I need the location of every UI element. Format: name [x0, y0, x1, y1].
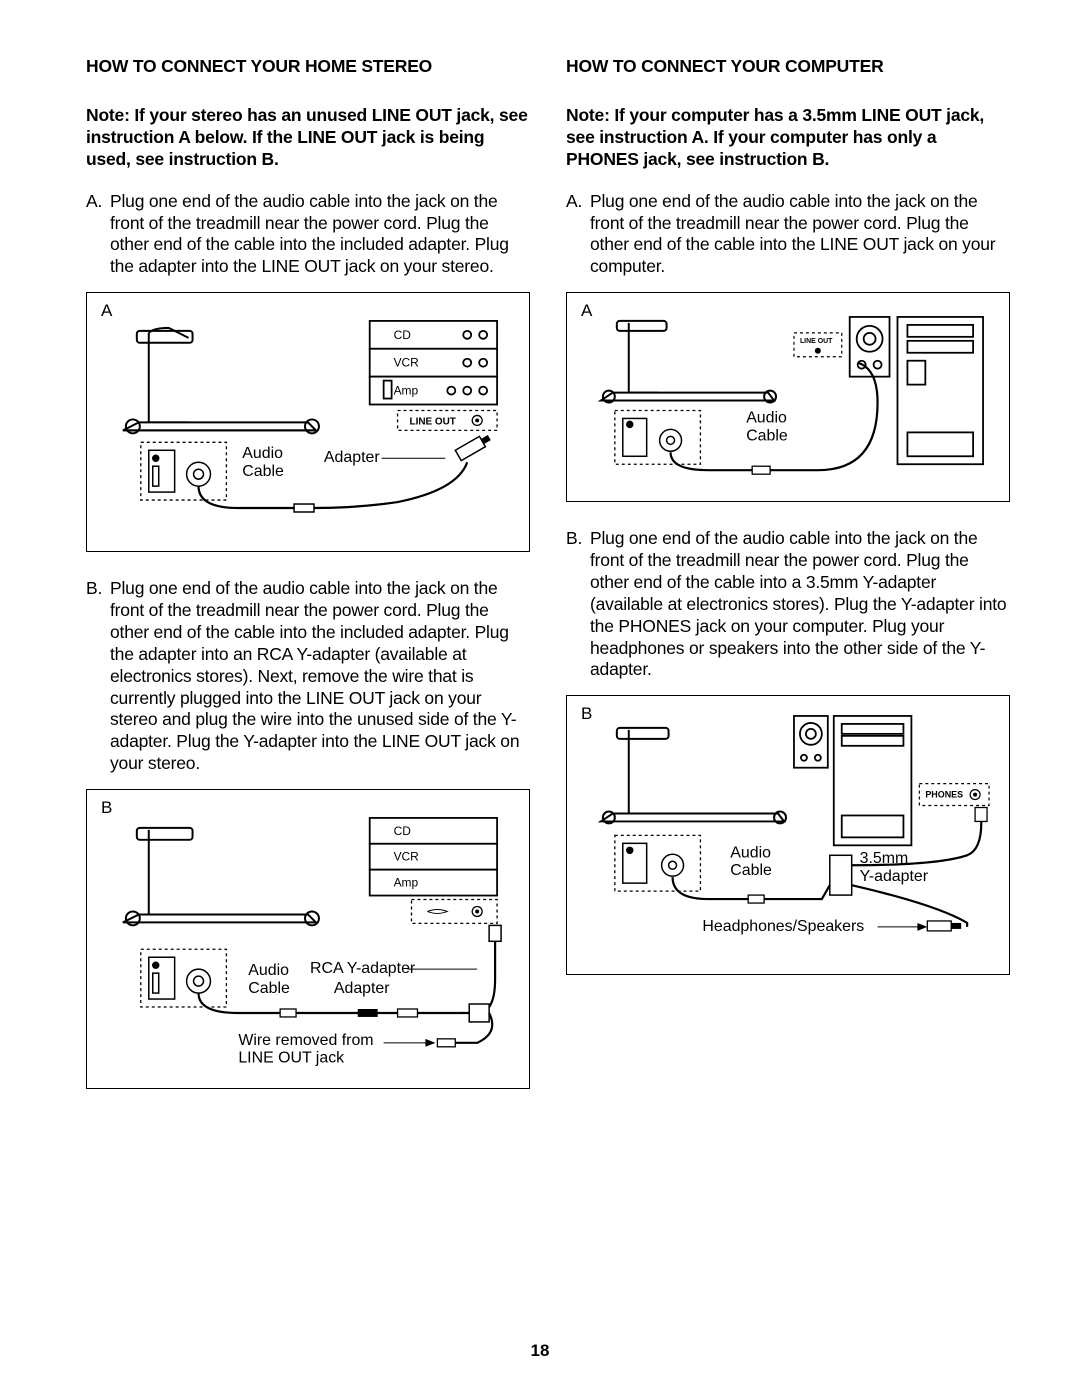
audio-label: Audio [730, 845, 771, 862]
cable-label: Cable [248, 980, 290, 997]
yadapter-2: Y-adapter [860, 868, 929, 885]
cable-label: Cable [730, 862, 772, 879]
diagram-label: A [101, 301, 112, 321]
vcr-label: VCR [394, 850, 420, 864]
step-letter: B. [86, 578, 110, 775]
left-column: HOW TO CONNECT YOUR HOME STEREO Note: If… [86, 56, 530, 1115]
diagram-label: B [101, 798, 112, 818]
step-body: Plug one end of the audio cable into the… [110, 191, 530, 279]
phones-label: PHONES [925, 790, 963, 800]
step-letter: A. [566, 191, 590, 279]
left-step-a: A. Plug one end of the audio cable into … [86, 191, 530, 279]
cd-label: CD [394, 824, 412, 838]
page-number: 18 [0, 1341, 1080, 1361]
right-heading: HOW TO CONNECT YOUR COMPUTER [566, 56, 1010, 77]
diagram-label: A [581, 301, 592, 321]
headphones-label: Headphones/Speakers [702, 918, 864, 935]
diagram-svg: CD VCR Amp LINE OUT [99, 303, 517, 532]
wire-removed-2: LINE OUT jack [238, 1050, 344, 1067]
step-letter: A. [86, 191, 110, 279]
diagram-computer-a: A [566, 292, 1010, 502]
audio-label: Audio [248, 962, 289, 979]
diagram-stereo-b: B CD VCR Amp [86, 789, 530, 1089]
left-step-b: B. Plug one end of the audio cable into … [86, 578, 530, 775]
lineout-label: LINE OUT [410, 417, 456, 428]
vcr-label: VCR [394, 356, 420, 370]
cable-label: Cable [746, 427, 788, 444]
left-heading: HOW TO CONNECT YOUR HOME STEREO [86, 56, 530, 77]
amp-label: Amp [394, 384, 419, 398]
cd-label: CD [394, 328, 412, 342]
right-step-a: A. Plug one end of the audio cable into … [566, 191, 1010, 279]
audio-label: Audio [746, 410, 787, 427]
diagram-label: B [581, 704, 592, 724]
yadapter-1: 3.5mm [860, 850, 909, 867]
diagram-computer-b: B [566, 695, 1010, 975]
rca-label: RCA Y-adapter [310, 960, 416, 977]
step-body: Plug one end of the audio cable into the… [590, 191, 1010, 279]
amp-label: Amp [394, 876, 419, 890]
right-column: HOW TO CONNECT YOUR COMPUTER Note: If yo… [566, 56, 1010, 1115]
cable-label: Cable [242, 463, 284, 480]
adapter-label: Adapter [324, 449, 380, 466]
diagram-svg: PHONES [579, 706, 997, 955]
right-note: Note: If your computer has a 3.5mm LINE … [566, 105, 1010, 171]
left-note: Note: If your stereo has an unused LINE … [86, 105, 530, 171]
diagram-svg: CD VCR Amp [99, 800, 517, 1069]
wire-removed-1: Wire removed from [238, 1032, 373, 1049]
step-letter: B. [566, 528, 590, 681]
diagram-svg: LINE OUT Audio Cable [579, 303, 997, 482]
step-body: Plug one end of the audio cable into the… [590, 528, 1010, 681]
audio-label: Audio [242, 445, 283, 462]
lineout-label: LINE OUT [800, 338, 833, 345]
step-body: Plug one end of the audio cable into the… [110, 578, 530, 775]
right-step-b: B. Plug one end of the audio cable into … [566, 528, 1010, 681]
adapter-label: Adapter [334, 980, 390, 997]
diagram-stereo-a: A [86, 292, 530, 552]
